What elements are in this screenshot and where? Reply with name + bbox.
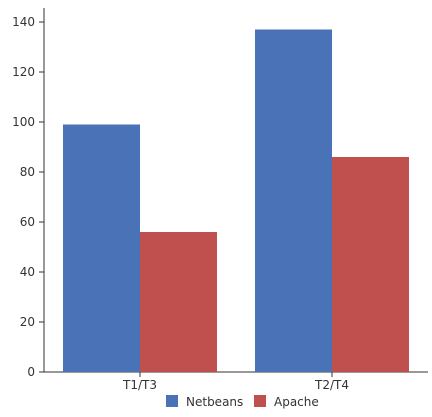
y-tick-label: 120 [12, 65, 35, 79]
bar-apache-t1-t3 [140, 232, 217, 372]
legend-swatch-apache [254, 395, 266, 407]
y-tick-label: 20 [20, 315, 35, 329]
x-tick-label: T1/T3 [122, 378, 157, 392]
y-tick-label: 0 [27, 365, 35, 379]
legend-label-netbeans: Netbeans [186, 395, 243, 409]
bars [63, 29, 409, 372]
legend-swatch-netbeans [166, 395, 178, 407]
bar-apache-t2-t4 [332, 157, 409, 372]
legend: Netbeans Apache [166, 395, 319, 409]
y-axis-ticks: 0 20 40 60 80 100 120 140 [12, 15, 44, 379]
y-tick-label: 80 [20, 165, 35, 179]
y-tick-label: 40 [20, 265, 35, 279]
y-tick-label: 100 [12, 115, 35, 129]
legend-label-apache: Apache [274, 395, 319, 409]
bar-netbeans-t2-t4 [255, 29, 332, 372]
y-tick-label: 60 [20, 215, 35, 229]
bar-netbeans-t1-t3 [63, 124, 140, 372]
x-axis-ticks: T1/T3 T2/T4 [122, 372, 349, 392]
y-tick-label: 140 [12, 15, 35, 29]
x-tick-label: T2/T4 [314, 378, 349, 392]
